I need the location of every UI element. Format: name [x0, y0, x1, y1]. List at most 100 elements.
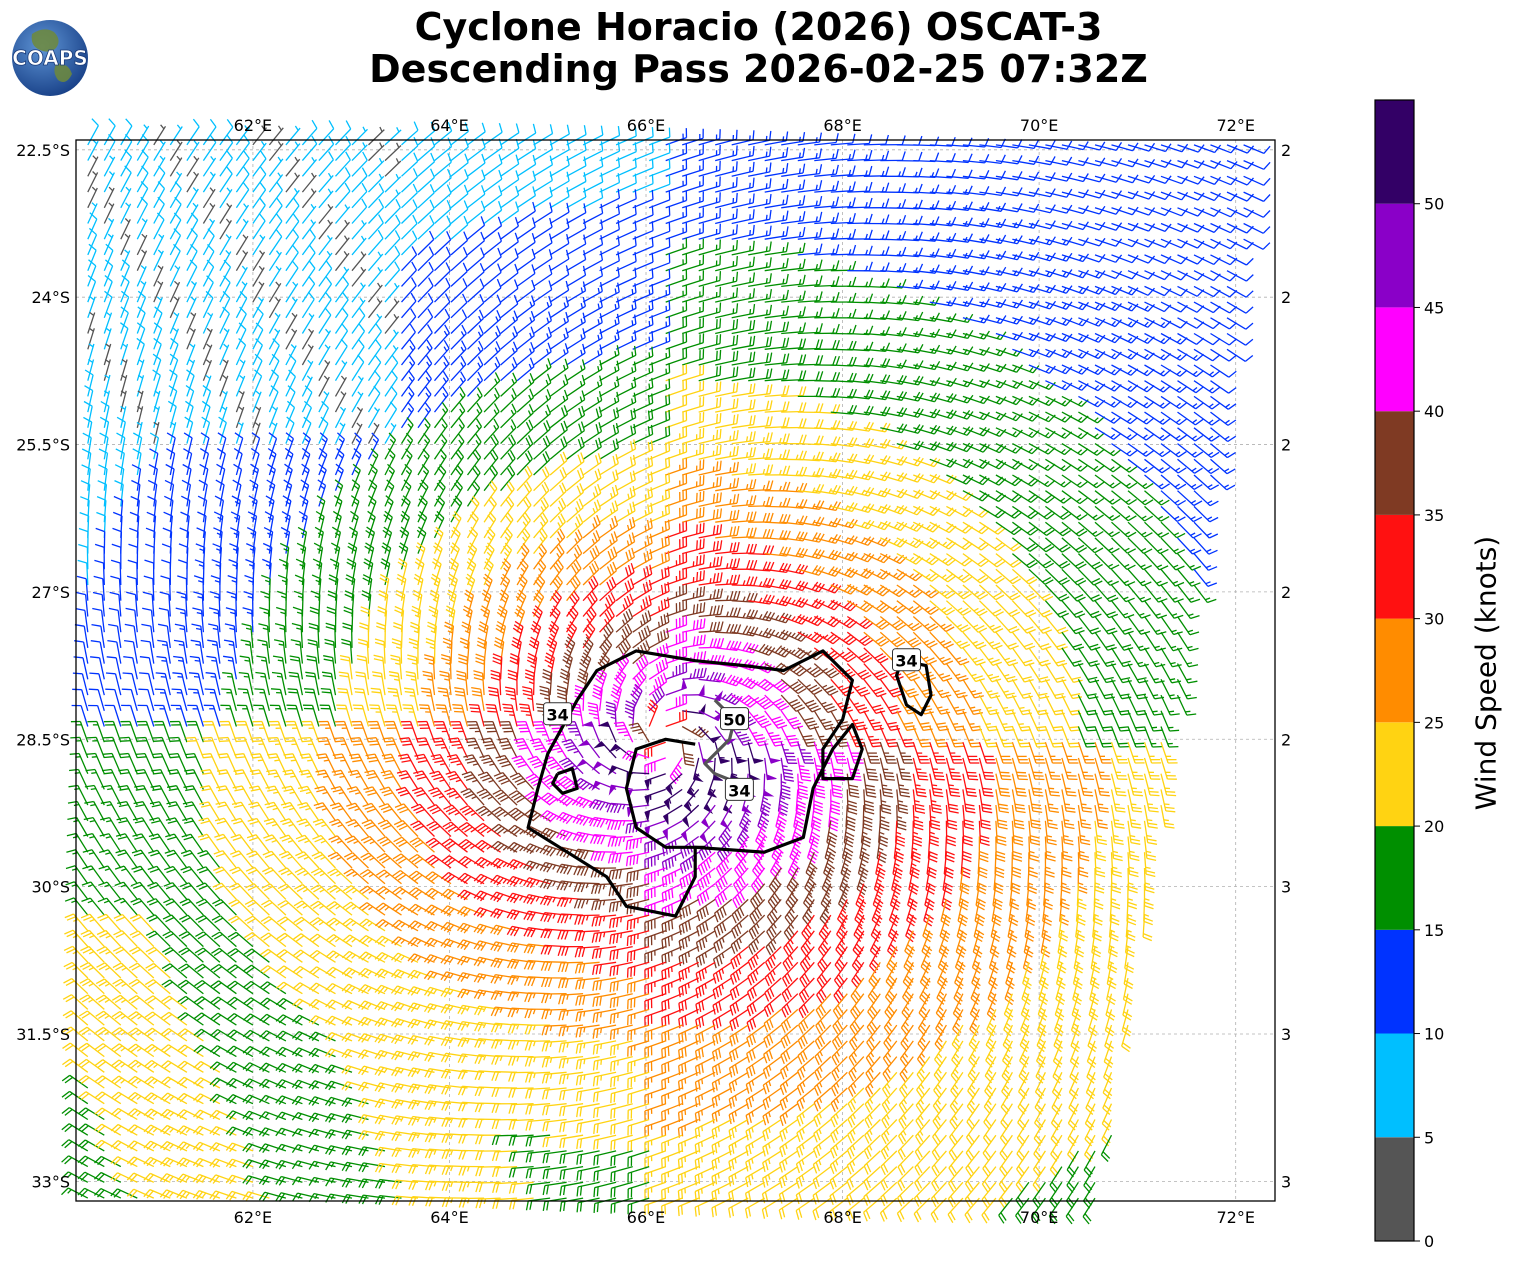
wind-barb: [252, 140, 267, 161]
lat-tick-label-left: 25.5°S: [16, 436, 70, 455]
colorbar-tick-label: 45: [1424, 298, 1444, 317]
wind-barb: [252, 150, 267, 177]
lat-tick-label-right: 28.5°S: [1281, 730, 1290, 749]
wind-barb: [335, 151, 351, 177]
wind-barb: [235, 150, 250, 177]
wind-barb: [268, 156, 284, 177]
wind-barb: [715, 145, 738, 162]
wind-barb: [401, 121, 419, 146]
wind-barb: [847, 134, 873, 146]
lat-tick-label-left: 33°S: [31, 1172, 70, 1191]
lon-tick-label-bottom: 72°E: [1216, 1208, 1254, 1227]
wind-barb: [219, 165, 233, 193]
wind-barb: [401, 152, 419, 177]
wind-barb: [87, 118, 99, 146]
lat-tick-label-left: 28.5°S: [16, 730, 70, 749]
contour-label: 34: [892, 648, 921, 672]
wind-barb: [500, 123, 520, 146]
wind-barb: [1012, 139, 1040, 150]
colorbar-segment: [1375, 100, 1414, 204]
wind-barb: [186, 171, 200, 193]
wind-barb: [285, 125, 301, 146]
wind-barb: [368, 157, 385, 177]
lon-tick-label-bottom: 62°E: [234, 1208, 272, 1227]
wind-barb: [401, 136, 419, 162]
wind-barbs: [61, 118, 1271, 1225]
colorbar-segment: [1375, 1137, 1414, 1241]
wind-barb: [566, 140, 587, 162]
lon-tick-label-top: 66°E: [627, 116, 665, 135]
wind-barb: [1193, 159, 1222, 170]
colorbar-tick-label: 15: [1424, 921, 1444, 940]
wind-barb: [252, 166, 267, 193]
wind-barb: [1160, 175, 1189, 185]
wind-barb: [830, 165, 856, 177]
wind-barb: [1144, 175, 1172, 185]
wind-barb: [781, 163, 806, 177]
wind-barb: [830, 133, 856, 146]
wind-barb: [698, 144, 721, 162]
lon-tick-label-bottom: 64°E: [430, 1208, 468, 1227]
wind-barb: [1061, 141, 1089, 151]
wind-barb: [1243, 175, 1271, 186]
wind-barb: [632, 127, 654, 146]
wind-barb: [1243, 144, 1271, 154]
wind-barb: [1078, 141, 1106, 151]
wind-barb: [533, 155, 554, 177]
wind-barb: [285, 156, 301, 177]
wind-barb: [1226, 175, 1254, 186]
wind-barb: [1061, 157, 1089, 167]
wind-barb: [103, 171, 115, 193]
wind-barb: [186, 118, 200, 146]
wind-barb: [781, 147, 806, 162]
wind-barb: [268, 172, 284, 193]
landmass-shape: [31, 29, 72, 82]
wind-barb: [318, 120, 335, 146]
wind-barb: [235, 125, 251, 146]
colorbar-tick-label: 25: [1424, 713, 1444, 732]
wind-barb: [417, 121, 436, 146]
wind-barb: [1160, 159, 1189, 169]
lat-tick-label-right: 30°S: [1281, 878, 1290, 897]
wind-barb: [301, 156, 317, 177]
wind-barb: [748, 146, 772, 162]
lat-tick-label-right: 25.5°S: [1281, 436, 1290, 455]
wind-barb: [153, 124, 167, 146]
lat-tick-label-right: 31.5°S: [1281, 1025, 1290, 1044]
colorbar-segment: [1375, 203, 1414, 308]
wind-barb: [797, 148, 823, 162]
lat-tick-label-left: 31.5°S: [16, 1025, 70, 1044]
lat-tick-label-right: 27°S: [1281, 583, 1290, 602]
lon-tick-label-top: 70°E: [1020, 116, 1058, 135]
wind-barb: [566, 156, 587, 177]
wind-barb: [368, 142, 385, 162]
wind-barb: [1210, 144, 1238, 154]
wind-barb: [87, 139, 99, 161]
wind-barb: [434, 153, 452, 177]
wind-barb: [682, 144, 704, 162]
wind-barb: [1045, 172, 1073, 182]
lat-tick-label-right: 22.5°S: [1281, 141, 1290, 160]
wind-barb: [202, 118, 217, 146]
wind-barb: [1177, 175, 1205, 185]
colorbar-segment: [1375, 514, 1414, 619]
wind-barb: [1061, 173, 1089, 183]
wind-barb: [995, 171, 1023, 181]
wind-barb: [1012, 155, 1040, 165]
wind-barb: [682, 128, 704, 146]
colorbar-segment: [1375, 307, 1414, 412]
colorbar-tick-label: 30: [1424, 610, 1444, 629]
wind-barb: [434, 137, 453, 162]
wind-barb: [698, 160, 721, 177]
chart-title-line1: Cyclone Horacio (2026) OSCAT-3: [0, 6, 1513, 48]
wind-barb: [731, 161, 755, 177]
wind-barb: [1210, 159, 1238, 170]
wind-barb: [533, 124, 554, 146]
wind-barb: [814, 133, 839, 146]
wind-barb: [186, 155, 200, 177]
chart-title-line2: Descending Pass 2026-02-25 07:32Z: [0, 48, 1513, 90]
lat-tick-label-left: 30°S: [31, 878, 70, 897]
wind-barb: [1045, 140, 1073, 150]
lon-tick-label-top: 68°E: [823, 116, 861, 135]
wind-barb: [153, 139, 166, 161]
